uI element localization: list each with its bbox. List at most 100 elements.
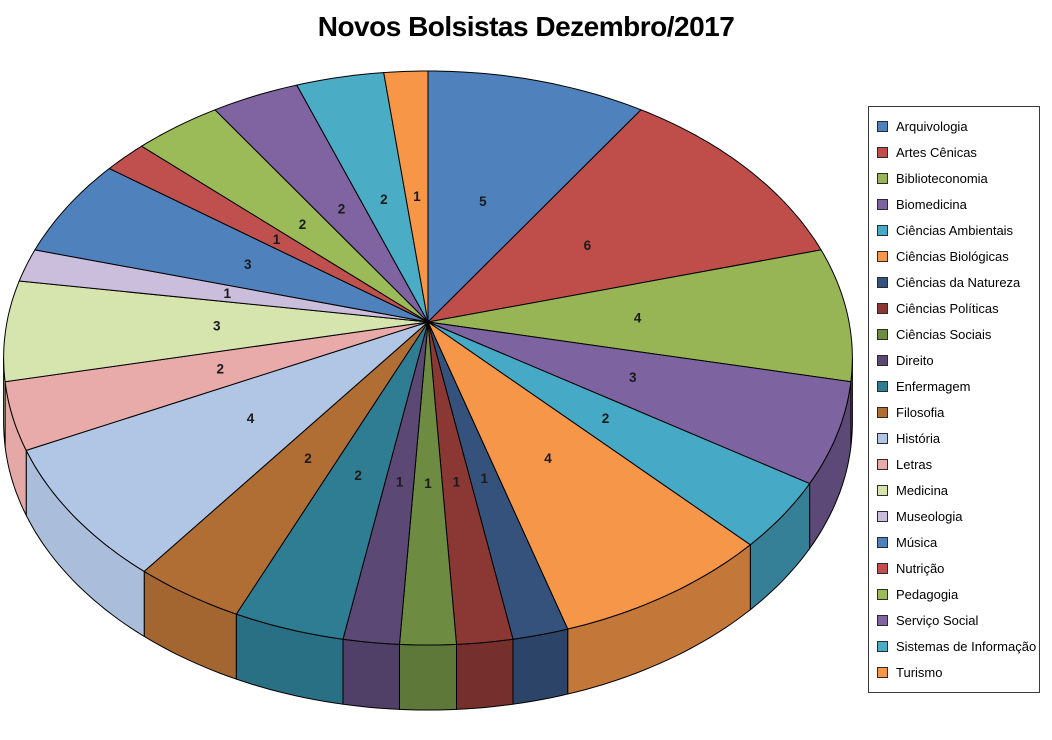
- pie-value-label-turismo: 1: [413, 189, 421, 204]
- legend-label-arquivologia: Arquivologia: [896, 118, 968, 134]
- pie-value-label-ciencias-da-natureza: 1: [481, 471, 489, 486]
- legend-item-pedagogia[interactable]: Pedagogia: [871, 581, 1037, 607]
- legend-item-musica[interactable]: Música: [871, 529, 1037, 555]
- pie-value-label-museologia: 1: [223, 286, 231, 301]
- pie-slice-pedagogia[interactable]: [141, 109, 429, 323]
- legend-swatch-direito: [877, 354, 888, 366]
- pie-slice-rim-ciencias-sociais: [399, 643, 457, 711]
- legend-label-ciencias-da-natureza: Ciências da Natureza: [896, 274, 1021, 290]
- pie-slice-rim-ciencias-da-natureza: [512, 628, 569, 705]
- pie-slice-ciencias-da-natureza[interactable]: [427, 321, 569, 640]
- pie-slice-ciencias-sociais[interactable]: [399, 321, 457, 646]
- legend-item-museologia[interactable]: Museologia: [871, 503, 1037, 529]
- legend-swatch-historia: [877, 432, 888, 444]
- pie-slice-ciencias-biologicas[interactable]: [427, 321, 751, 630]
- legend-label-artes-cenicas: Artes Cênicas: [896, 144, 977, 160]
- legend-swatch-biomedicina: [877, 198, 888, 210]
- legend-swatch-filosofia: [877, 406, 888, 418]
- legend-label-biblioteconomia: Biblioteconomia: [896, 170, 988, 186]
- legend-item-ciencias-politicas[interactable]: Ciências Políticas: [871, 295, 1037, 321]
- pie-slice-historia[interactable]: [25, 321, 429, 572]
- pie-value-label-filosofia: 2: [304, 451, 312, 466]
- legend-label-musica: Música: [896, 534, 938, 550]
- legend-label-letras: Letras: [896, 456, 933, 472]
- pie-slice-servico-social[interactable]: [214, 84, 429, 323]
- legend-swatch-arquivologia: [877, 120, 888, 132]
- pie-value-label-pedagogia: 2: [299, 217, 307, 232]
- pie-value-label-biomedicina: 3: [629, 370, 637, 385]
- legend-swatch-enfermagem: [877, 380, 888, 392]
- legend-swatch-ciencias-biologicas: [877, 250, 888, 262]
- legend: Arquivologia Artes Cênicas Biblioteconomia…: [868, 106, 1040, 693]
- legend-item-ciencias-biologicas[interactable]: Ciências Biológicas: [871, 243, 1037, 269]
- legend-label-direito: Direito: [896, 352, 934, 368]
- legend-item-sistemas-de-informacao[interactable]: Sistemas de Informação: [871, 633, 1037, 659]
- pie-slice-sistemas-de-informacao[interactable]: [296, 72, 429, 323]
- legend-swatch-ciencias-sociais: [877, 328, 888, 340]
- pie-value-label-artes-cenicas: 6: [584, 238, 592, 253]
- legend-item-medicina[interactable]: Medicina: [871, 477, 1037, 503]
- pie-value-label-sistemas-de-informacao: 2: [380, 192, 388, 207]
- legend-swatch-museologia: [877, 510, 888, 522]
- pie-value-label-ciencias-sociais: 1: [424, 476, 432, 491]
- pie-slice-rim-direito: [342, 638, 400, 710]
- legend-item-nutricao[interactable]: Nutrição: [871, 555, 1037, 581]
- legend-item-ciencias-ambientais[interactable]: Ciências Ambientais: [871, 217, 1037, 243]
- legend-swatch-ciencias-politicas: [877, 302, 888, 314]
- pie-slice-nutricao[interactable]: [108, 145, 429, 323]
- pie-value-label-historia: 4: [247, 411, 255, 426]
- pie-slice-artes-cenicas[interactable]: [427, 109, 822, 323]
- legend-item-filosofia[interactable]: Filosofia: [871, 399, 1037, 425]
- pie-slice-ciencias-ambientais[interactable]: [427, 321, 811, 546]
- legend-item-artes-cenicas[interactable]: Artes Cênicas: [871, 139, 1037, 165]
- legend-swatch-nutricao: [877, 562, 888, 574]
- legend-swatch-servico-social: [877, 614, 888, 626]
- pie-slice-rim-ciencias-politicas: [456, 638, 514, 710]
- pie-slice-biomedicina[interactable]: [427, 321, 852, 485]
- legend-item-biomedicina[interactable]: Biomedicina: [871, 191, 1037, 217]
- pie-slice-turismo[interactable]: [383, 70, 429, 323]
- pie-value-label-arquivologia: 5: [479, 194, 487, 209]
- legend-swatch-artes-cenicas: [877, 146, 888, 158]
- legend-swatch-pedagogia: [877, 588, 888, 600]
- legend-label-ciencias-biologicas: Ciências Biológicas: [896, 248, 1009, 264]
- pie-slice-arquivologia[interactable]: [427, 70, 642, 323]
- legend-item-ciencias-da-natureza[interactable]: Ciências da Natureza: [871, 269, 1037, 295]
- legend-label-ciencias-sociais: Ciências Sociais: [896, 326, 992, 342]
- legend-swatch-ciencias-ambientais: [877, 224, 888, 236]
- legend-swatch-sistemas-de-informacao: [877, 640, 888, 652]
- legend-label-sistemas-de-informacao: Sistemas de Informação: [896, 638, 1037, 654]
- pie-value-label-ciencias-politicas: 1: [453, 475, 461, 490]
- legend-item-arquivologia[interactable]: Arquivologia: [871, 113, 1037, 139]
- pie-value-label-medicina: 3: [213, 319, 221, 334]
- pie-value-label-ciencias-biologicas: 4: [544, 451, 552, 466]
- legend-swatch-ciencias-da-natureza: [877, 276, 888, 288]
- pie-slice-museologia[interactable]: [18, 249, 429, 323]
- legend-item-enfermagem[interactable]: Enfermagem: [871, 373, 1037, 399]
- legend-item-turismo[interactable]: Turismo: [871, 659, 1037, 685]
- legend-label-pedagogia: Pedagogia: [896, 586, 959, 602]
- legend-label-historia: História: [896, 430, 941, 446]
- legend-swatch-letras: [877, 458, 888, 470]
- pie-slice-ciencias-politicas[interactable]: [427, 321, 514, 645]
- pie-slice-musica[interactable]: [34, 168, 429, 323]
- legend-item-direito[interactable]: Direito: [871, 347, 1037, 373]
- legend-item-biblioteconomia[interactable]: Biblioteconomia: [871, 165, 1037, 191]
- pie-slice-biblioteconomia[interactable]: [427, 249, 853, 383]
- legend-item-servico-social[interactable]: Serviço Social: [871, 607, 1037, 633]
- legend-item-letras[interactable]: Letras: [871, 451, 1037, 477]
- legend-label-museologia: Museologia: [896, 508, 963, 524]
- legend-label-turismo: Turismo: [896, 664, 943, 680]
- pie-slice-enfermagem[interactable]: [235, 321, 429, 640]
- pie-slice-letras[interactable]: [4, 321, 429, 451]
- legend-label-ciencias-politicas: Ciências Políticas: [896, 300, 999, 316]
- pie-slice-medicina[interactable]: [3, 280, 429, 383]
- legend-item-historia[interactable]: História: [871, 425, 1037, 451]
- pie-slice-filosofia[interactable]: [143, 321, 429, 615]
- legend-label-nutricao: Nutrição: [896, 560, 945, 576]
- legend-label-medicina: Medicina: [896, 482, 949, 498]
- chart-title: Novos Bolsistas Dezembro/2017: [317, 11, 735, 42]
- legend-item-ciencias-sociais[interactable]: Ciências Sociais: [871, 321, 1037, 347]
